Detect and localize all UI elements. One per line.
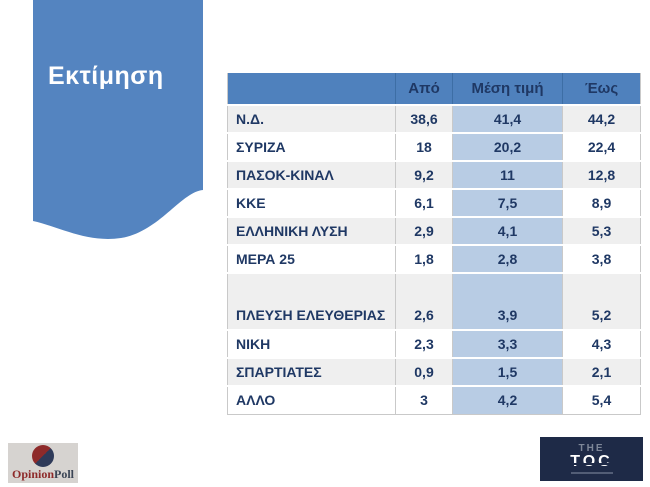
value-to: 22,4 (562, 133, 641, 162)
thetoc-the-text: THE (578, 443, 605, 454)
value-mean: 7,5 (452, 189, 563, 218)
estimate-banner: Εκτίμηση (33, 0, 203, 245)
header-from: Από (395, 73, 453, 106)
thetoc-logo: THE TOC (540, 437, 643, 481)
value-mean: 41,4 (452, 105, 563, 134)
value-to: 8,9 (562, 189, 641, 218)
table-row: ΕΛΛΗΝΙΚΗ ΛΥΣΗ 2,9 4,1 5,3 (227, 217, 641, 246)
opinionpoll-logo: OpinionPoll (8, 443, 78, 483)
value-to: 5,3 (562, 217, 641, 246)
value-from: 1,8 (395, 245, 453, 274)
value-to: 4,3 (562, 330, 641, 359)
thetoc-toc-text: TOC (568, 453, 616, 470)
table-row: ΠΛΕΥΣΗ ΕΛΕΥΘΕΡΙΑΣ 2,6 3,9 5,2 (227, 273, 641, 331)
value-mean: 4,2 (452, 386, 563, 415)
opinionpoll-circle-icon (32, 445, 54, 467)
value-mean: 2,8 (452, 245, 563, 274)
value-to: 5,2 (562, 273, 641, 331)
table-row: ΚΚΕ 6,1 7,5 8,9 (227, 189, 641, 218)
header-mean: Μέση τιμή (452, 73, 563, 106)
value-to: 2,1 (562, 358, 641, 387)
value-from: 18 (395, 133, 453, 162)
header-to: Έως (562, 73, 641, 106)
opinionpoll-wordmark: OpinionPoll (8, 467, 78, 482)
value-mean: 20,2 (452, 133, 563, 162)
table-row: ΜΕΡΑ 25 1,8 2,8 3,8 (227, 245, 641, 274)
table-header-row: Από Μέση τιμή Έως (227, 73, 641, 106)
table-row: ΣΥΡΙΖΑ 18 20,2 22,4 (227, 133, 641, 162)
value-from: 6,1 (395, 189, 453, 218)
party-label: Ν.Δ. (227, 105, 396, 134)
value-mean: 3,9 (452, 273, 563, 331)
opinionpoll-word-opinion: Opinion (11, 467, 55, 481)
opinionpoll-word-poll: Poll (54, 467, 75, 481)
table-row: Ν.Δ. 38,6 41,4 44,2 (227, 105, 641, 134)
value-from: 38,6 (395, 105, 453, 134)
value-mean: 1,5 (452, 358, 563, 387)
party-label: ΣΠΑΡΤΙΑΤΕΣ (227, 358, 396, 387)
value-to: 3,8 (562, 245, 641, 274)
party-label: ΕΛΛΗΝΙΚΗ ΛΥΣΗ (227, 217, 396, 246)
value-mean: 4,1 (452, 217, 563, 246)
banner-title: Εκτίμηση (48, 62, 164, 90)
value-to: 5,4 (562, 386, 641, 415)
estimate-table: Από Μέση τιμή Έως Ν.Δ. 38,6 41,4 44,2 ΣΥ… (227, 73, 641, 415)
party-label: ΣΥΡΙΖΑ (227, 133, 396, 162)
header-empty (227, 73, 396, 106)
table-row: ΝΙΚΗ 2,3 3,3 4,3 (227, 330, 641, 359)
party-label: ΝΙΚΗ (227, 330, 396, 359)
value-mean: 3,3 (452, 330, 563, 359)
value-to: 44,2 (562, 105, 641, 134)
value-from: 2,9 (395, 217, 453, 246)
value-from: 0,9 (395, 358, 453, 387)
party-label: ΜΕΡΑ 25 (227, 245, 396, 274)
value-from: 3 (395, 386, 453, 415)
value-mean: 11 (452, 161, 563, 190)
banner-wave-shape (33, 0, 203, 239)
table-row: ΣΠΑΡΤΙΑΤΕΣ 0,9 1,5 2,1 (227, 358, 641, 387)
party-label: ΠΛΕΥΣΗ ΕΛΕΥΘΕΡΙΑΣ (227, 273, 396, 331)
table-row: ΑΛΛΟ 3 4,2 5,4 (227, 386, 641, 415)
value-from: 2,6 (395, 273, 453, 331)
party-label: ΚΚΕ (227, 189, 396, 218)
value-to: 12,8 (562, 161, 641, 190)
thetoc-tagline-bar (570, 472, 613, 474)
party-label: ΠΑΣΟΚ-ΚΙΝΑΛ (227, 161, 396, 190)
value-from: 2,3 (395, 330, 453, 359)
party-label: ΑΛΛΟ (227, 386, 396, 415)
value-from: 9,2 (395, 161, 453, 190)
table-row: ΠΑΣΟΚ-ΚΙΝΑΛ 9,2 11 12,8 (227, 161, 641, 190)
